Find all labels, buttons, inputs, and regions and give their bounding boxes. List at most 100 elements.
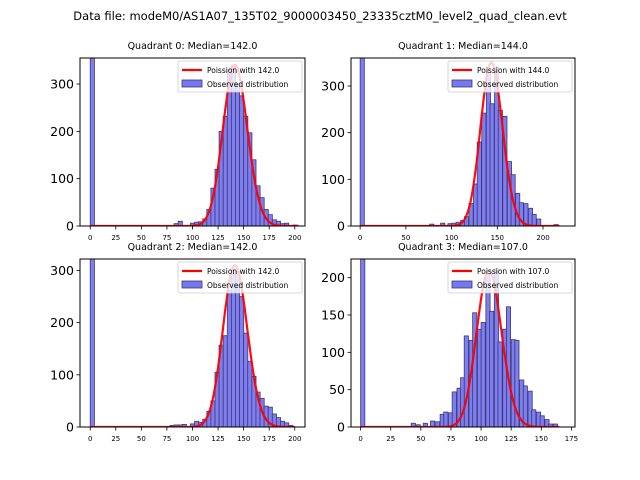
y-tick-label: 200	[50, 124, 74, 139]
histogram-bar	[430, 420, 436, 427]
x-tick-label: 25	[111, 435, 120, 443]
histogram-bar	[222, 335, 228, 427]
x-tick-label: 100	[186, 234, 199, 242]
y-tick-label: 100	[321, 172, 345, 187]
legend: Poission with 142.0 Observed distribution	[177, 60, 303, 93]
histogram-bar	[531, 409, 537, 427]
x-tick-label: 150	[491, 234, 504, 242]
histogram-bar	[443, 411, 449, 427]
histogram-bar	[359, 58, 365, 226]
y-tick-label: 100	[50, 171, 74, 186]
legend-frame	[177, 261, 303, 294]
x-tick-label: 75	[162, 234, 171, 242]
x-tick-label: 175	[263, 234, 276, 242]
x-tick-label: 0	[88, 435, 92, 443]
legend: Poission with 142.0 Observed distribution	[177, 261, 303, 294]
histogram-bar	[239, 95, 245, 226]
x-tick-label: 0	[358, 234, 362, 242]
histogram-bar	[243, 332, 249, 427]
histogram-bar	[536, 218, 542, 226]
x-tick-label: 125	[211, 435, 224, 443]
subplot-title: Quadrant 2: Median=142.0	[128, 242, 258, 253]
legend-bar-swatch	[451, 79, 473, 88]
subplot-quadrant-2: 0 100 200 300 0 25 50 75 100 125 150 175 200 Quadrant…	[50, 242, 306, 443]
x-tick-label: 150	[535, 435, 548, 443]
x-tick-label: 125	[211, 234, 224, 242]
subplot-title: Quadrant 0: Median=142.0	[128, 41, 258, 52]
legend-frame	[177, 60, 303, 93]
x-tick-label: 200	[288, 435, 301, 443]
x-tick-label: 50	[401, 234, 410, 242]
legend-label-observed: Observed distribution	[207, 80, 288, 89]
x-tick-label: 100	[445, 234, 458, 242]
legend-label-poisson: Poission with 142.0	[207, 267, 280, 276]
legend-label-poisson: Poission with 142.0	[207, 66, 280, 75]
y-tick-label: 100	[321, 345, 345, 360]
subplot-quadrant-3: 0 50 100 150 200 0 25 50 75 100 125 150 175 Quadrant …	[321, 242, 578, 443]
histogram-bar	[527, 390, 533, 427]
y-tick-label: 0	[66, 420, 74, 435]
histogram-bar	[415, 424, 421, 427]
x-tick-label: 150	[237, 435, 250, 443]
legend-label-observed: Observed distribution	[477, 281, 558, 290]
subplot-quadrant-1: 0 100 200 300 0 50 100 150 200 Quadrant 1: Median…	[321, 41, 576, 242]
axes-frame	[350, 258, 576, 428]
histogram-bar	[235, 271, 241, 427]
histogram-bar	[284, 222, 290, 226]
histogram-bar	[89, 259, 95, 427]
y-tick-label: 150	[321, 308, 345, 323]
legend-label-poisson: Poission with 144.0	[477, 66, 550, 75]
poisson-curve	[360, 269, 560, 427]
poisson-curve	[360, 61, 560, 226]
histogram-bar	[247, 360, 253, 427]
x-tick-label: 125	[504, 435, 517, 443]
histogram-bar	[548, 423, 554, 427]
histogram-bar	[552, 423, 558, 427]
plot-area	[89, 58, 299, 226]
subplot-title: Quadrant 3: Median=107.0	[398, 242, 528, 253]
axes-frame	[350, 57, 576, 227]
x-tick-label: 200	[288, 234, 301, 242]
x-tick-label: 100	[186, 435, 199, 443]
y-tick-label: 0	[337, 219, 345, 234]
x-tick-label: 25	[386, 435, 395, 443]
histogram-bar	[239, 296, 245, 427]
y-tick-label: 200	[321, 125, 345, 140]
x-tick-label: 200	[536, 234, 549, 242]
legend-frame	[447, 261, 573, 294]
y-tick-label: 300	[50, 263, 74, 278]
histogram-bar	[235, 83, 241, 226]
histogram-bar	[177, 220, 183, 226]
y-tick-label: 50	[329, 382, 345, 397]
legend: Poission with 144.0 Observed distribution	[447, 60, 573, 93]
histogram-bar	[481, 112, 487, 226]
y-tick-label: 0	[337, 420, 345, 435]
legend-bar-swatch	[451, 280, 473, 289]
histogram-bar	[480, 322, 486, 427]
x-tick-label: 150	[237, 234, 250, 242]
x-tick-label: 175	[263, 435, 276, 443]
x-tick-label: 50	[137, 234, 146, 242]
x-tick-label: 0	[358, 435, 362, 443]
histogram-bar	[222, 115, 228, 226]
y-tick-label: 300	[321, 79, 345, 94]
x-tick-label: 50	[416, 435, 425, 443]
legend: Poission with 107.0 Observed distribution	[447, 261, 573, 294]
legend-bar-swatch	[181, 280, 203, 289]
legend-bar-swatch	[181, 79, 203, 88]
histogram-bar	[360, 259, 366, 427]
histogram-bar	[539, 415, 545, 427]
x-tick-label: 0	[88, 234, 92, 242]
histogram-bar	[89, 58, 95, 226]
legend-label-poisson: Poission with 107.0	[477, 267, 550, 276]
x-tick-label: 100	[474, 435, 487, 443]
y-tick-label: 200	[50, 315, 74, 330]
histogram-bar	[230, 270, 236, 427]
x-tick-label: 75	[162, 435, 171, 443]
y-tick-label: 0	[66, 219, 74, 234]
histogram-bar	[226, 289, 232, 427]
histogram-bar	[489, 103, 495, 226]
y-tick-label: 200	[321, 270, 345, 285]
y-tick-label: 300	[50, 77, 74, 92]
